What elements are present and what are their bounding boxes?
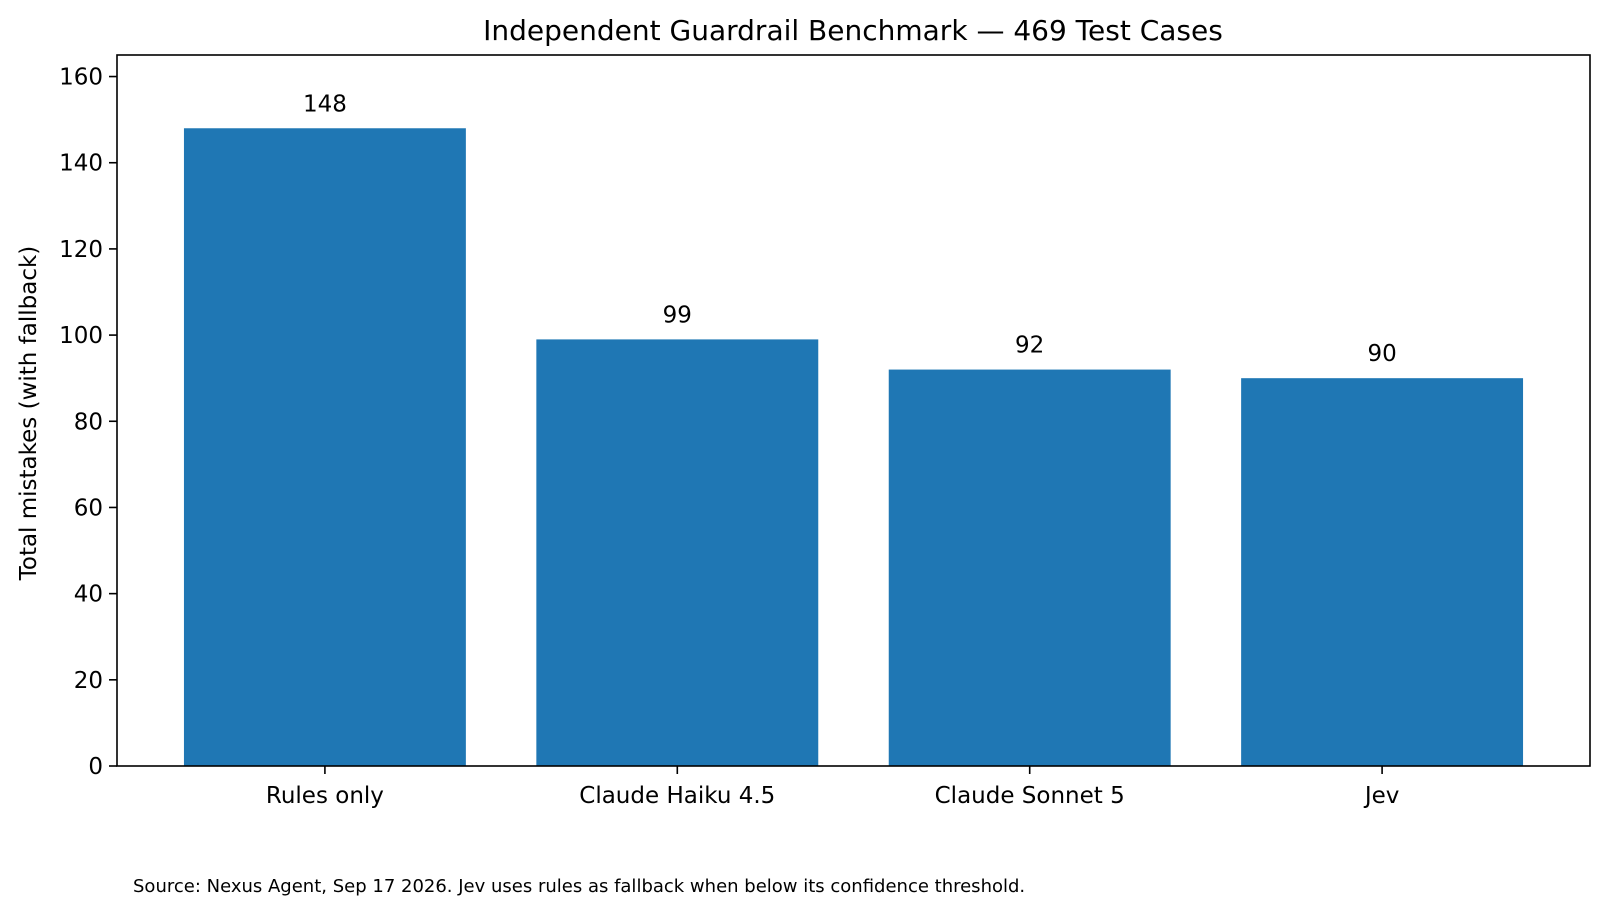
y-axis: 0 20 40 60 80 100 120 140 160 (59, 65, 117, 780)
x-axis: Rules only Claude Haiku 4.5 Claude Sonnet … (266, 766, 1399, 809)
x-tick-label-1: Claude Haiku 4.5 (579, 783, 775, 809)
y-tick-label-5: 100 (59, 323, 103, 349)
data-label-3: 90 (1367, 341, 1396, 367)
bar-1 (536, 339, 819, 766)
bar-2 (888, 369, 1171, 766)
x-tick-label-3: Jev (1363, 783, 1400, 809)
data-label-0: 148 (303, 91, 347, 117)
y-tick-label-1: 20 (74, 668, 103, 694)
x-tick-label-0: Rules only (266, 783, 384, 809)
data-labels-group: 148 99 92 90 (303, 91, 1397, 367)
bars-group (183, 128, 1524, 767)
data-label-1: 99 (663, 302, 692, 328)
bar-3 (1241, 378, 1524, 766)
source-note: Source: Nexus Agent, Sep 17 2026. Jev us… (133, 876, 1026, 897)
y-tick-label-7: 140 (59, 151, 103, 177)
x-tick-label-2: Claude Sonnet 5 (935, 783, 1125, 809)
data-label-2: 92 (1015, 333, 1044, 359)
chart-title: Independent Guardrail Benchmark — 469 Te… (483, 14, 1223, 47)
y-axis-label: Total mistakes (with fallback) (16, 246, 42, 582)
y-tick-label-4: 80 (74, 409, 103, 435)
y-tick-label-2: 40 (74, 582, 103, 608)
y-tick-label-0: 0 (88, 754, 103, 780)
y-tick-label-8: 160 (59, 65, 103, 91)
y-tick-label-6: 120 (59, 237, 103, 263)
bar-0 (183, 128, 466, 767)
plot-frame (116, 54, 1591, 767)
y-tick-label-3: 60 (74, 495, 103, 521)
